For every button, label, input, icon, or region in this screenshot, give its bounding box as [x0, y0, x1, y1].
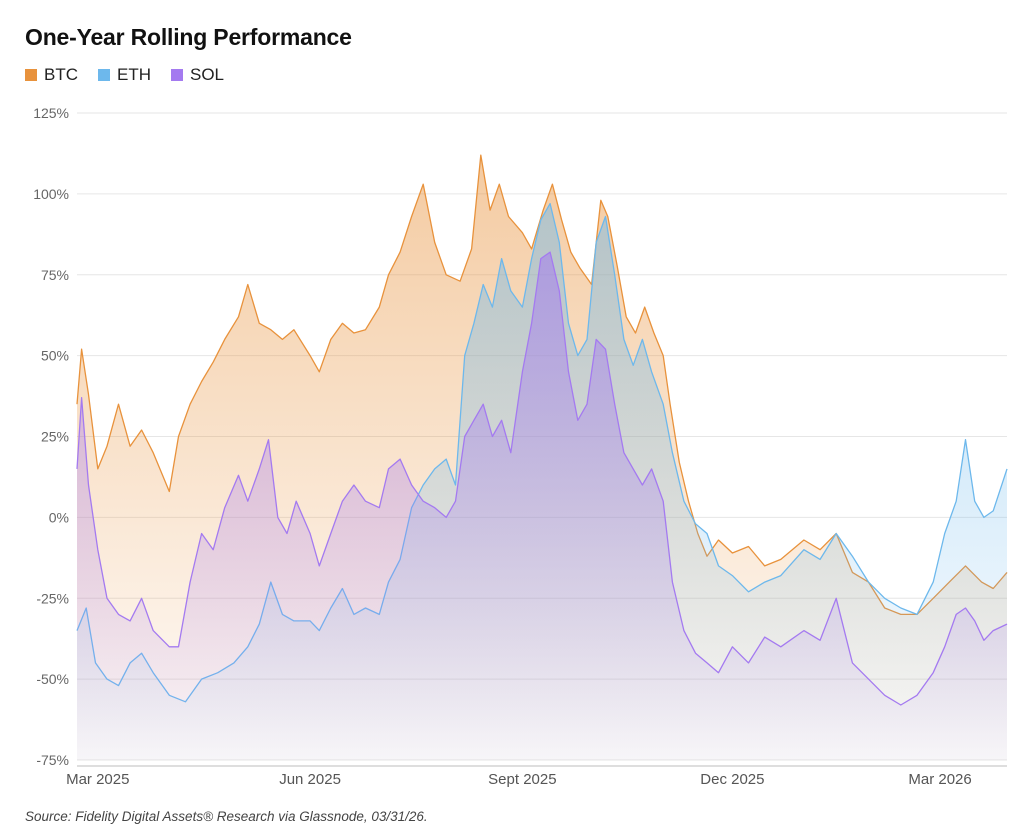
y-tick-label: 125% — [33, 105, 69, 121]
chart-legend: BTC ETH SOL — [25, 65, 224, 85]
legend-swatch-eth — [98, 69, 110, 81]
y-tick-label: 0% — [49, 509, 69, 525]
x-tick-label: Sept 2025 — [488, 771, 556, 788]
legend-item-eth: ETH — [98, 65, 151, 85]
legend-label-btc: BTC — [44, 65, 78, 84]
y-tick-label: -25% — [36, 590, 69, 606]
series-area-sol — [77, 252, 1007, 760]
legend-swatch-btc — [25, 69, 37, 81]
legend-label-sol: SOL — [190, 65, 225, 84]
chart-plot-area: 125% 100% 75% 50% 25% 0% -25% -50% -75% Mar 2025 J… — [33, 105, 1008, 788]
source-note: Source: Fidelity Digital Assets® Researc… — [25, 809, 428, 824]
series-line-sol — [76, 251, 1008, 706]
y-tick-label: -75% — [36, 752, 69, 768]
y-tick-label: 100% — [33, 186, 69, 202]
legend-label-eth: ETH — [117, 65, 151, 84]
x-tick-label: Dec 2025 — [700, 771, 764, 788]
chart-title: One-Year Rolling Performance — [25, 24, 352, 50]
legend-swatch-sol — [171, 69, 183, 81]
y-tick-label: -50% — [36, 671, 69, 687]
x-tick-label: Mar 2025 — [66, 771, 129, 788]
series-line-btc — [76, 154, 1008, 616]
legend-item-btc: BTC — [25, 65, 78, 85]
x-tick-label: Jun 2025 — [279, 771, 341, 788]
y-tick-label: 25% — [41, 429, 69, 445]
x-tick-label: Mar 2026 — [908, 771, 971, 788]
y-tick-label: 75% — [41, 267, 69, 283]
y-tick-label: 50% — [41, 348, 69, 364]
legend-item-sol: SOL — [171, 65, 224, 85]
